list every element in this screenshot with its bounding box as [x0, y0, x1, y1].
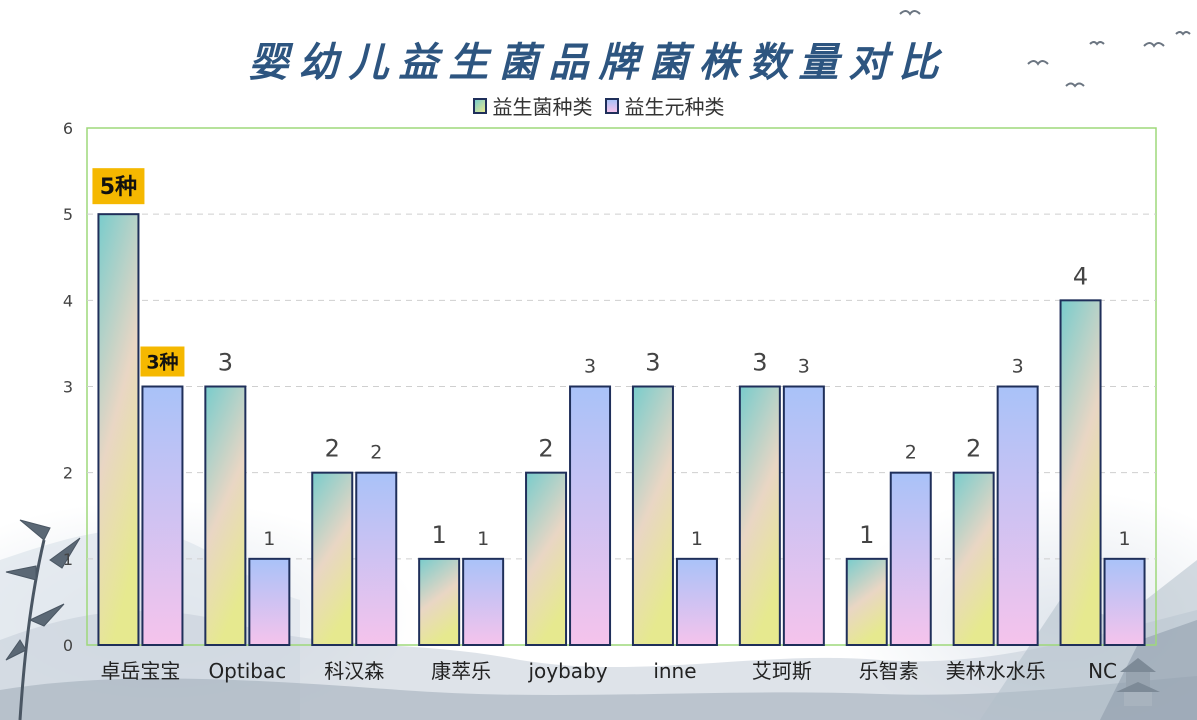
data-label-highlight-bg	[140, 346, 185, 377]
data-label: 2	[538, 435, 553, 463]
data-label: 1	[1119, 528, 1131, 550]
x-tick-label: 艾珂斯	[752, 659, 812, 683]
data-label: 1	[859, 521, 874, 549]
y-tick-label: 5	[63, 205, 73, 224]
data-label: 3	[1012, 356, 1024, 378]
legend-swatch-series1	[472, 97, 487, 114]
data-label: 1	[691, 528, 703, 550]
data-label: 1	[432, 521, 447, 549]
x-tick-label: inne	[653, 659, 696, 683]
bar-series2[interactable]	[1103, 557, 1146, 646]
bar-series1[interactable]	[1059, 299, 1102, 646]
bar-series2[interactable]	[141, 385, 184, 646]
bar-series2[interactable]	[996, 385, 1039, 646]
x-tick-label: 科汉森	[324, 659, 384, 683]
data-label-highlight-bg	[92, 168, 145, 205]
birds-decoration	[899, 10, 1191, 88]
x-tick-label: 卓岳宝宝	[100, 659, 180, 683]
bar-series2[interactable]	[248, 557, 291, 646]
bars	[97, 213, 1146, 647]
legend-label-series1: 益生菌种类	[492, 95, 593, 119]
chart-title: 婴幼儿益生菌品牌菌株数量对比	[248, 39, 949, 86]
x-axis-ticks: 卓岳宝宝 Optibac 科汉森 康萃乐 joybaby inne 艾珂斯 乐智素 美林水水乐 N…	[100, 659, 1117, 683]
legend-label-series2: 益生元种类	[624, 95, 725, 119]
y-tick-label: 6	[63, 119, 73, 138]
bar-series1[interactable]	[204, 385, 247, 646]
data-label: 3种	[146, 352, 178, 374]
data-label: 4	[1073, 262, 1088, 290]
bamboo-decoration	[5, 519, 81, 720]
data-label: 3	[645, 349, 660, 377]
bar-series2[interactable]	[355, 471, 398, 646]
bar-series1[interactable]	[97, 213, 140, 647]
legend-item-series1[interactable]: 益生菌种类	[472, 91, 593, 120]
data-label: 3	[752, 349, 767, 377]
legend-swatch-series2	[604, 97, 619, 114]
legend-item-series2[interactable]: 益生元种类	[604, 91, 725, 120]
x-tick-label: 康萃乐	[431, 659, 491, 683]
y-axis-ticks: 0 1 2 3 4 5 6	[63, 119, 73, 655]
pavilion-decoration	[1116, 658, 1160, 706]
data-label: 1	[477, 528, 489, 550]
y-tick-label: 0	[63, 636, 73, 655]
x-tick-label: NC	[1088, 659, 1117, 683]
bar-series2[interactable]	[675, 557, 718, 646]
bar-series2[interactable]	[782, 385, 825, 646]
data-label: 2	[966, 435, 981, 463]
data-label: 1	[263, 528, 275, 550]
bar-series2[interactable]	[569, 385, 612, 646]
data-label: 3	[218, 349, 233, 377]
data-label: 3	[798, 356, 810, 378]
x-tick-label: Optibac	[208, 659, 286, 683]
data-label: 2	[370, 442, 382, 464]
bar-series1[interactable]	[845, 557, 888, 646]
legend[interactable]: 益生菌种类 益生元种类	[0, 91, 1197, 120]
x-tick-label: 乐智素	[859, 659, 919, 683]
data-label: 2	[905, 442, 917, 464]
bar-series1[interactable]	[418, 557, 461, 646]
y-tick-label: 3	[63, 378, 73, 397]
bar-series1[interactable]	[738, 385, 781, 646]
data-labels: 5种 3种 3 1 2 2 1 1 2 3 3 1 3 3 1 2 2 3 4 1	[92, 168, 1131, 550]
bar-series1[interactable]	[631, 385, 674, 646]
y-tick-label: 2	[63, 464, 73, 483]
y-tick-label: 4	[63, 291, 73, 310]
data-label: 3	[584, 356, 596, 378]
bar-series1[interactable]	[952, 471, 995, 646]
bar-series2[interactable]	[889, 471, 932, 646]
bar-series2[interactable]	[462, 557, 505, 646]
bar-series1[interactable]	[311, 471, 354, 646]
y-tick-label: 1	[63, 550, 73, 569]
x-tick-label: 美林水水乐	[946, 659, 1046, 683]
data-label: 5种	[100, 175, 137, 200]
data-label: 2	[325, 435, 340, 463]
bar-series1[interactable]	[525, 471, 568, 646]
x-tick-label: joybaby	[527, 659, 607, 683]
